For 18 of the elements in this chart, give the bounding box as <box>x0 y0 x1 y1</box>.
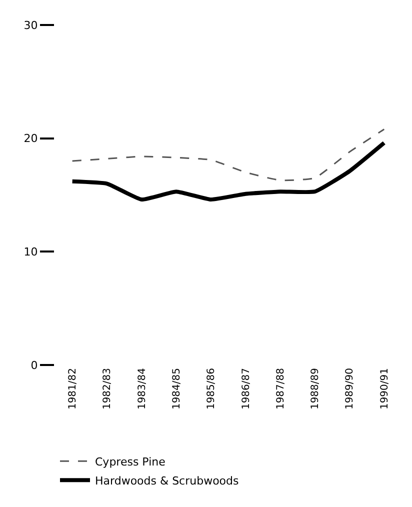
x-tick-label: 1988/89 <box>310 368 322 410</box>
x-tick-label: 1990/91 <box>379 368 390 410</box>
y-tick-label: 20 <box>24 132 38 146</box>
x-tick-label: 1983/84 <box>136 368 148 410</box>
y-tick-label: 30 <box>24 18 38 32</box>
x-tick-label: 1984/85 <box>172 368 183 410</box>
line-series <box>70 140 386 202</box>
y-tick-label: 0 <box>30 358 38 372</box>
x-tick-label: 1989/90 <box>344 368 356 410</box>
y-tick-label: 10 <box>24 246 38 259</box>
x-tick-label: 1985/86 <box>206 368 218 410</box>
x-tick-label: 1982/83 <box>102 368 114 410</box>
x-tick-label: 1986/87 <box>240 368 252 410</box>
legend-label: Hardwoods & Scrubwoods <box>95 474 240 488</box>
line-series <box>72 128 385 182</box>
x-tick-label: 1987/88 <box>275 368 286 410</box>
x-tick-label: 1981/82 <box>68 368 79 410</box>
legend-label: Cypress Pine <box>95 455 166 468</box>
